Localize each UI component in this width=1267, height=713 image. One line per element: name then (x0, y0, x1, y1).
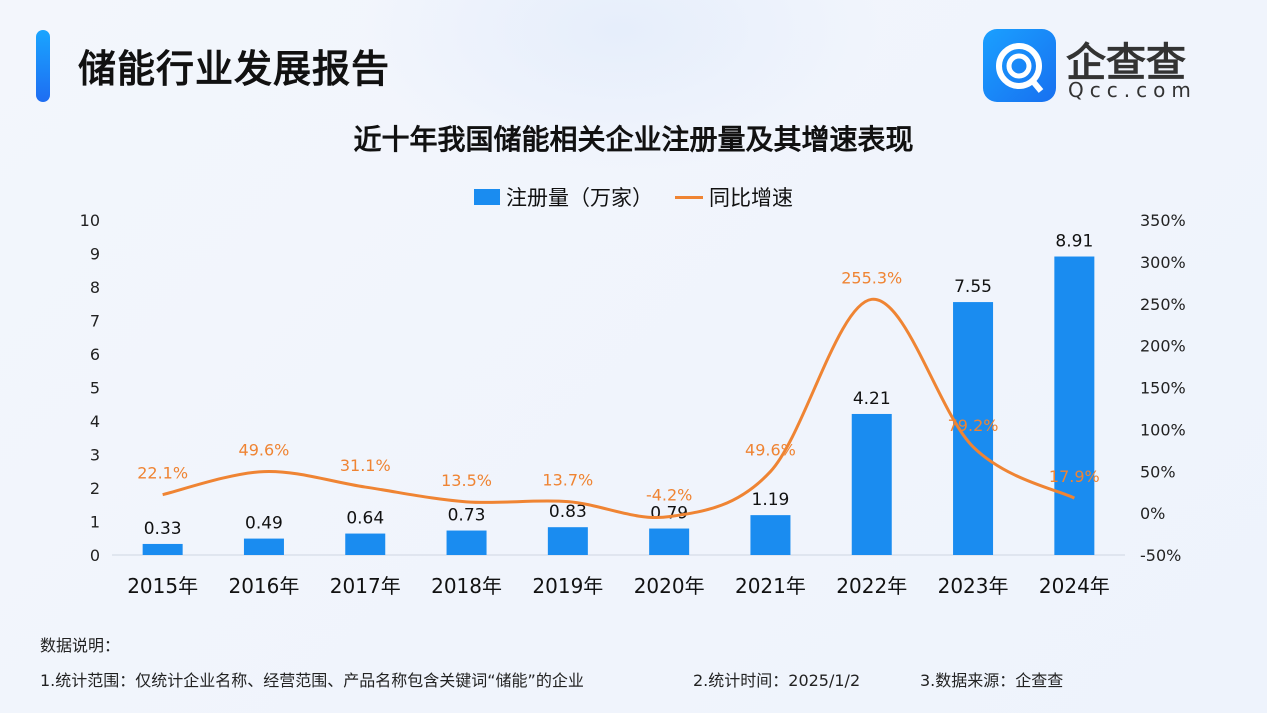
bar-data-label: 0.64 (346, 509, 384, 529)
x-tick-label: 2021年 (735, 574, 806, 598)
y-left-tick-label: 4 (90, 412, 100, 431)
line-data-label: 255.3% (841, 268, 902, 287)
bar-data-label: 0.33 (144, 519, 182, 539)
line-data-label: 31.1% (340, 456, 391, 475)
x-tick-label: 2016年 (228, 574, 299, 598)
x-tick-label: 2019年 (532, 574, 603, 598)
page-title: 储能行业发展报告 (78, 47, 391, 91)
line-data-label: 49.6% (745, 441, 796, 460)
logo-subtext: Qcc.com (1068, 78, 1197, 102)
bar-data-label: 0.73 (448, 506, 486, 526)
note-item-2: 2.统计时间：2025/1/2 (693, 671, 861, 690)
y-right-tick-label: 50% (1140, 462, 1176, 481)
y-left-tick-label: 0 (90, 546, 100, 565)
qcc-logo-icon (983, 29, 1056, 102)
y-left-tick-label: 2 (90, 479, 100, 498)
y-left-tick-label: 10 (80, 211, 100, 230)
legend-bar-swatch (474, 189, 500, 205)
logo-text: 企查查 (1066, 40, 1186, 86)
y-left-tick-label: 3 (90, 446, 100, 465)
bar-data-label: 7.55 (954, 277, 992, 297)
line-data-label: 17.9% (1049, 467, 1100, 486)
note-item-3: 3.数据来源：企查查 (920, 671, 1064, 690)
x-tick-label: 2022年 (836, 574, 907, 598)
y-right-tick-label: 350% (1140, 211, 1186, 230)
legend-line-label: 同比增速 (709, 186, 793, 210)
note-item-1: 1.统计范围：仅统计企业名称、经营范围、产品名称包含关键词“储能”的企业 (40, 671, 584, 690)
legend-bar-label: 注册量（万家） (506, 186, 653, 210)
line-data-label: 13.5% (441, 471, 492, 490)
line-data-label: 79.2% (948, 416, 999, 435)
bar-data-label: 4.21 (853, 389, 891, 409)
legend: 注册量（万家） 同比增速 (0, 182, 1267, 212)
x-tick-label: 2024年 (1039, 574, 1110, 598)
y-left-tick-label: 1 (90, 513, 100, 532)
line-data-label: -4.2% (646, 486, 692, 505)
bar (1054, 256, 1095, 555)
x-tick-label: 2017年 (330, 574, 401, 598)
bar-data-label: 0.83 (549, 502, 587, 522)
bar (547, 527, 588, 555)
x-tick-label: 2018年 (431, 574, 502, 598)
x-tick-label: 2020年 (634, 574, 705, 598)
bar-data-label: 8.91 (1055, 232, 1093, 252)
y-right-tick-label: 0% (1140, 504, 1165, 523)
bar (243, 538, 284, 555)
y-left-tick-label: 5 (90, 379, 100, 398)
growth-line (162, 297, 1076, 519)
title-accent-bar (36, 30, 50, 102)
bar-data-label: 0.49 (245, 514, 283, 534)
chart-title: 近十年我国储能相关企业注册量及其增速表现 (353, 123, 914, 156)
notes-heading: 数据说明： (40, 636, 121, 655)
bar (446, 530, 487, 555)
y-right-tick-label: 300% (1140, 253, 1186, 272)
line-data-label: 49.6% (239, 441, 290, 460)
y-left-tick-label: 6 (90, 345, 100, 364)
bar (142, 543, 183, 555)
bar (649, 528, 690, 555)
y-left-tick-label: 9 (90, 245, 100, 264)
x-tick-label: 2015年 (127, 574, 198, 598)
bar (851, 413, 892, 555)
x-tick-label: 2023年 (938, 574, 1009, 598)
y-right-tick-label: 100% (1140, 420, 1186, 439)
line-data-label: 13.7% (542, 471, 593, 490)
bar (345, 533, 386, 555)
line-data-label: 22.1% (137, 464, 188, 483)
bar-data-label: 1.19 (752, 490, 790, 510)
bar (750, 515, 791, 555)
y-left-tick-label: 7 (90, 312, 100, 331)
y-right-tick-label: 200% (1140, 337, 1186, 356)
legend-line-swatch (675, 195, 703, 199)
y-left-tick-label: 8 (90, 278, 100, 297)
y-right-tick-label: -50% (1140, 546, 1181, 565)
y-right-tick-label: 150% (1140, 379, 1186, 398)
y-right-tick-label: 250% (1140, 295, 1186, 314)
